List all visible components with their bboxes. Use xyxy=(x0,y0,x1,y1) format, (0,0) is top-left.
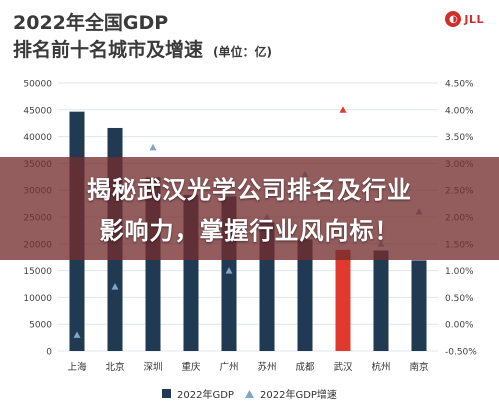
right-tick-label: 3.50% xyxy=(445,133,474,143)
legend-bar-swatch xyxy=(162,389,171,398)
growth-marker xyxy=(225,267,233,274)
right-tick-label: 0.50% xyxy=(445,294,474,304)
promo-overlay-banner: 揭秘武汉光学公司排名及行业 影响力，掌握行业风向标！ xyxy=(0,157,499,260)
chart-subtitle-text: 排名前十名城市及增速 xyxy=(13,39,204,61)
legend-item-gdp: 2022年GDP xyxy=(162,386,234,401)
gdp-bar xyxy=(335,249,351,351)
left-tick-label: 5000 xyxy=(29,321,52,331)
category-label: 重庆 xyxy=(181,361,201,373)
category-label: 杭州 xyxy=(371,361,390,373)
legend-item-growth: 2022年GDP增速 xyxy=(245,386,337,401)
gdp-bar xyxy=(411,260,427,351)
category-label: 广州 xyxy=(219,361,238,373)
right-tick-label: 0.00% xyxy=(445,321,474,331)
right-tick-label: 4.50% xyxy=(445,80,474,90)
left-tick-label: 10000 xyxy=(23,294,52,304)
chart-legend: 2022年GDP 2022年GDP增速 xyxy=(0,386,499,406)
category-label: 南京 xyxy=(409,361,428,373)
jll-logo-icon: ◐ xyxy=(445,11,462,27)
category-label: 深圳 xyxy=(143,362,162,373)
gdp-bar xyxy=(373,250,389,351)
category-label: 武汉 xyxy=(333,361,353,373)
category-label: 成都 xyxy=(295,361,315,373)
left-tick-label: 15000 xyxy=(23,267,52,277)
legend-label-growth: 2022年GDP增速 xyxy=(260,390,337,401)
category-label: 北京 xyxy=(105,361,124,373)
category-label: 上海 xyxy=(67,361,87,373)
left-tick-label: 40000 xyxy=(23,133,52,143)
growth-marker xyxy=(111,283,119,290)
category-label: 苏州 xyxy=(257,361,276,373)
chart-unit: (单位：亿) xyxy=(213,45,272,59)
left-tick-label: 0 xyxy=(46,348,52,358)
jll-logo: ◐ JLL xyxy=(445,11,484,27)
legend-triangle-swatch xyxy=(245,389,254,398)
overlay-headline-line1: 揭秘武汉光学公司排名及行业 xyxy=(87,176,412,204)
gdp-bar xyxy=(297,239,313,351)
right-tick-label: 4.00% xyxy=(445,106,474,116)
category-labels: 上海 北京 深圳 重庆 广州 苏州 成都 武汉 杭州 南京 xyxy=(67,361,428,373)
growth-marker xyxy=(339,106,347,113)
growth-marker xyxy=(73,331,81,338)
chart-header: 2022年全国GDP 排名前十名城市及增速 (单位：亿) ◐ JLL xyxy=(10,6,490,66)
overlay-headline-line2: 影响力，掌握行业风向标！ xyxy=(99,217,400,245)
growth-marker xyxy=(149,143,157,151)
legend-label-gdp: 2022年GDP xyxy=(177,390,234,401)
chart-title: 2022年全国GDP xyxy=(13,12,169,34)
left-tick-label: 45000 xyxy=(23,106,52,116)
chart-subtitle: 排名前十名城市及增速 (单位：亿) xyxy=(13,35,272,62)
right-tick-label: -0.50% xyxy=(445,348,477,358)
left-tick-label: 50000 xyxy=(23,80,52,90)
jll-logo-text: JLL xyxy=(464,12,484,26)
right-tick-label: 1.00% xyxy=(445,267,474,277)
